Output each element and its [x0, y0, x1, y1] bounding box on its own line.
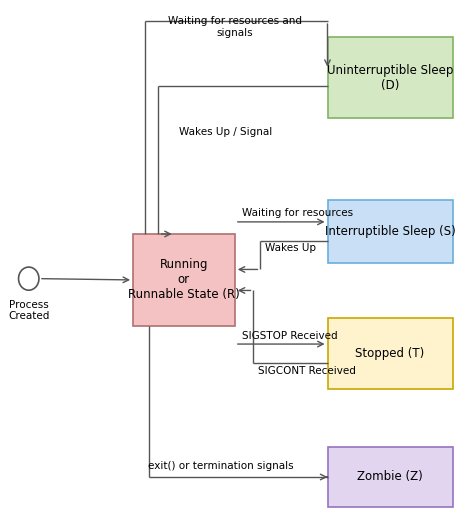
Text: SIGCONT Received: SIGCONT Received [258, 366, 356, 375]
Text: Wakes Up / Signal: Wakes Up / Signal [179, 126, 273, 136]
Text: Waiting for resources: Waiting for resources [242, 208, 353, 218]
Text: Process
Created: Process Created [8, 299, 49, 321]
FancyBboxPatch shape [328, 37, 453, 118]
Text: SIGSTOP Received: SIGSTOP Received [242, 331, 337, 341]
Text: Waiting for resources and
signals: Waiting for resources and signals [168, 16, 302, 38]
FancyBboxPatch shape [328, 447, 453, 507]
Text: Uninterruptible Sleep
(D): Uninterruptible Sleep (D) [327, 64, 453, 92]
Text: Running
or
Runnable State (R): Running or Runnable State (R) [128, 259, 240, 302]
FancyBboxPatch shape [328, 318, 453, 389]
Text: exit() or termination signals: exit() or termination signals [148, 461, 294, 470]
FancyBboxPatch shape [133, 234, 235, 326]
Text: Stopped (T): Stopped (T) [356, 347, 425, 360]
Text: Wakes Up: Wakes Up [265, 243, 316, 253]
Text: Zombie (Z): Zombie (Z) [357, 470, 423, 484]
FancyBboxPatch shape [328, 200, 453, 263]
Text: Interruptible Sleep (S): Interruptible Sleep (S) [325, 225, 456, 238]
